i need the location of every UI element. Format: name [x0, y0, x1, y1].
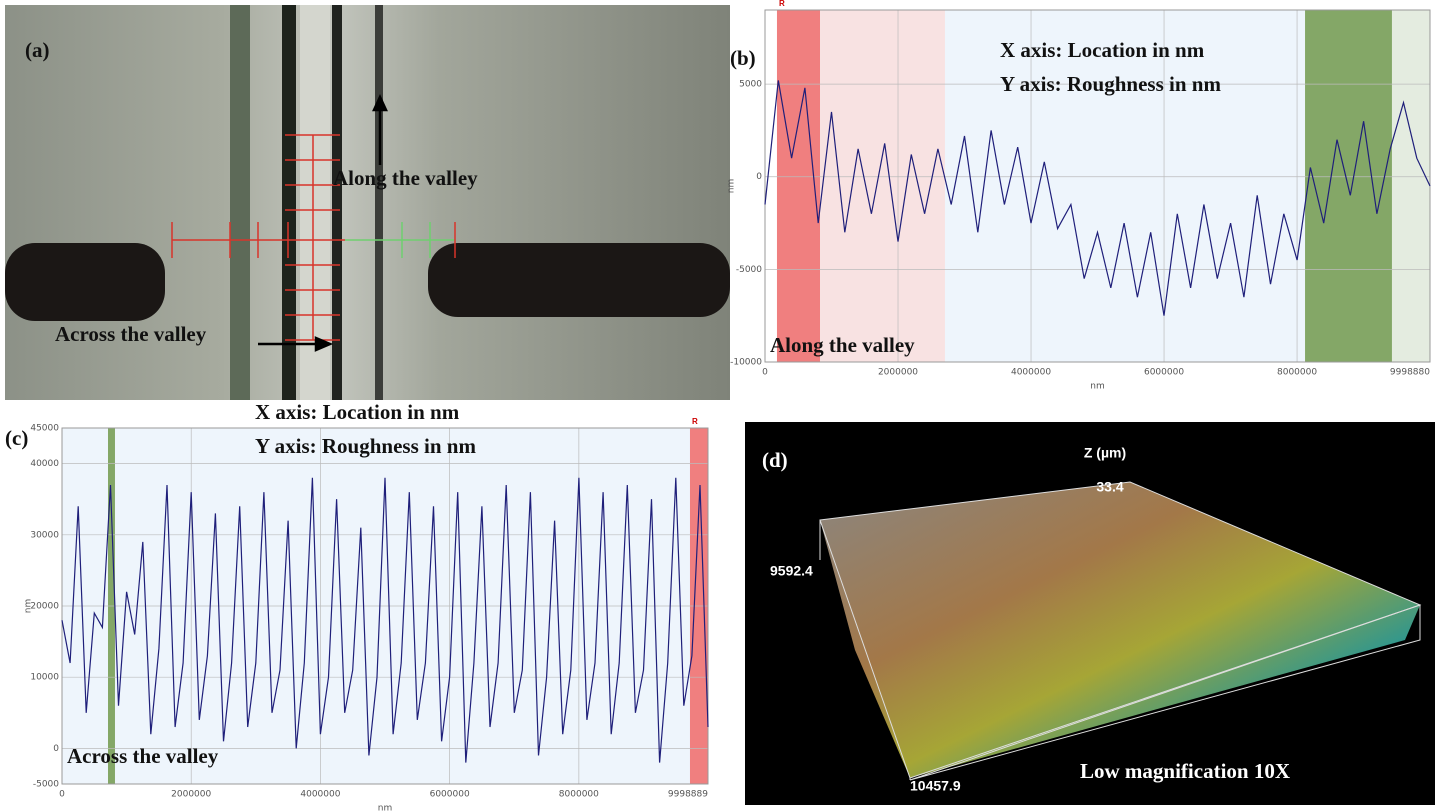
stripe	[282, 5, 296, 400]
annotation: X axis: Location in nm	[1000, 38, 1205, 62]
dark-region	[5, 243, 165, 321]
dark-region	[428, 243, 730, 317]
annotation: Y axis: Roughness in nm	[255, 434, 476, 458]
axis-value: 9592.4	[770, 563, 813, 579]
panel-label: (d)	[762, 448, 788, 472]
surface	[820, 482, 1420, 778]
panel-label: (c)	[5, 426, 28, 450]
region	[944, 10, 1306, 362]
x-axis-label: nm	[378, 804, 392, 812]
stripe	[375, 5, 383, 400]
region	[820, 10, 945, 362]
line-chart: R -10000 -5000 0 5000 0 2000000 4000000 6000000 8…	[727, 0, 1431, 392]
x-tick-label: 8000000	[559, 790, 599, 800]
x-tick-label: 9998889	[668, 790, 708, 800]
y-tick-label: 30000	[30, 530, 59, 540]
axis-label: Z (µm)	[1084, 445, 1126, 461]
x-tick-label: 8000000	[1277, 368, 1317, 378]
region	[776, 10, 821, 362]
photo-panel: (a) Along the valley Across the valley	[5, 5, 730, 400]
y-tick-label: 0	[53, 744, 59, 754]
x-tick-label: 0	[762, 368, 768, 378]
annotation: Across the valley	[55, 322, 207, 346]
bounding-box	[819, 481, 1422, 781]
x-tick-label: 4000000	[1011, 368, 1051, 378]
annotation: Across the valley	[67, 744, 219, 768]
surface-panel: (d) Z (µm) 33.4 9592.4 10457.9 Low magni…	[745, 422, 1435, 805]
data-line	[61, 477, 709, 763]
panel-label: (b)	[730, 46, 756, 70]
plot-frame	[61, 427, 709, 785]
y-tick-label: 5000	[739, 80, 762, 90]
panel-label: (a)	[25, 38, 50, 62]
y-tick-label: 10000	[30, 673, 59, 683]
axis-value: 33.4	[1096, 479, 1123, 495]
x-tick-label: 6000000	[430, 790, 470, 800]
y-tick-label: 20000	[30, 602, 59, 612]
arrows	[258, 94, 388, 352]
measure-grid	[171, 134, 456, 341]
region	[1391, 10, 1430, 362]
y-tick-label: 0	[756, 172, 762, 182]
region-label: R	[779, 0, 785, 8]
y-tick-label: 40000	[30, 459, 59, 469]
annotation: Along the valley	[770, 333, 915, 357]
y-tick-label: -5000	[736, 265, 762, 275]
stripe	[300, 5, 330, 400]
annotation: Y axis: Roughness in nm	[1000, 72, 1221, 96]
y-axis-label: nm	[727, 179, 737, 193]
y-tick-label: -10000	[730, 358, 762, 368]
y-axis-label: nm	[24, 599, 34, 613]
x-axis-label: nm	[1090, 382, 1104, 392]
x-tick-label: 0	[59, 790, 65, 800]
annotation: X axis: Location in nm	[255, 400, 460, 424]
x-tick-label: 2000000	[878, 368, 918, 378]
y-tick-label: -5000	[33, 780, 59, 790]
annotation: Along the valley	[333, 166, 478, 190]
x-tick-label: 9998880	[1390, 368, 1430, 378]
stripe	[332, 5, 342, 400]
region-label: R	[692, 417, 698, 426]
x-tick-label: 2000000	[171, 790, 211, 800]
x-tick-label: 6000000	[1144, 368, 1184, 378]
x-tick-label: 4000000	[300, 790, 340, 800]
photo	[5, 5, 730, 400]
caption: Low magnification 10X	[1080, 759, 1290, 783]
y-tick-label: 45000	[30, 424, 59, 434]
data-line	[764, 80, 1431, 316]
axis-value: 10457.9	[910, 778, 961, 794]
stripe	[230, 5, 250, 400]
